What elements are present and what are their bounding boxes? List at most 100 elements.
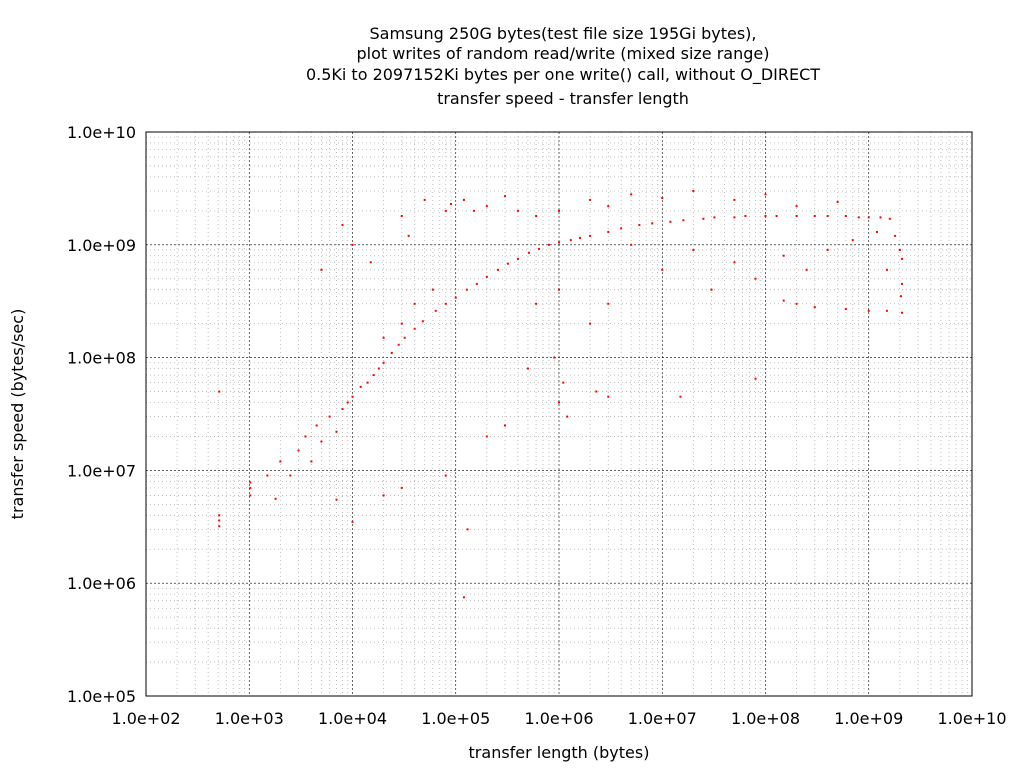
data-point: [274, 497, 277, 500]
data-point: [844, 307, 847, 310]
data-point: [218, 514, 221, 517]
data-point: [894, 234, 897, 237]
data-point: [400, 486, 403, 489]
data-point: [444, 302, 447, 305]
x-tick-label: 1.0e+04: [318, 709, 387, 728]
data-point: [535, 215, 538, 218]
data-point: [516, 257, 519, 260]
data-point: [315, 424, 318, 427]
data-point: [485, 275, 488, 278]
data-point: [320, 440, 323, 443]
data-point: [813, 306, 816, 309]
data-point: [638, 223, 641, 226]
data-point: [558, 401, 560, 404]
data-point: [335, 430, 338, 433]
data-point: [566, 415, 569, 418]
x-tick-labels: 1.0e+02 1.0e+03 1.0e+04 1.0e+05 1.0e+06 1.0e+…: [111, 709, 1006, 728]
title-line-1: Samsung 250G bytes(test file size 195Gi …: [370, 24, 757, 43]
data-point: [310, 460, 313, 463]
data-point: [249, 486, 252, 489]
chart-title: Samsung 250G bytes(test file size 195Gi …: [306, 24, 820, 108]
data-point: [218, 525, 221, 528]
data-point: [407, 234, 410, 237]
data-point: [413, 302, 416, 305]
data-point: [775, 215, 778, 218]
plot-frame: [145, 131, 973, 697]
data-point: [620, 227, 623, 230]
data-point: [826, 248, 829, 251]
data-point: [366, 381, 369, 384]
data-point: [526, 367, 529, 370]
data-point: [328, 415, 331, 418]
data-point: [400, 215, 403, 218]
data-point: [413, 327, 416, 330]
data-point: [692, 189, 695, 192]
data-point: [733, 216, 736, 219]
data-point: [651, 222, 654, 225]
data-point: [782, 254, 785, 257]
data-point: [249, 481, 252, 484]
data-point: [504, 424, 507, 427]
data-point: [899, 295, 902, 298]
data-point: [901, 282, 904, 285]
data-point: [472, 209, 475, 212]
data-point: [249, 494, 252, 497]
data-point: [589, 234, 592, 237]
data-point: [465, 288, 468, 291]
data-point: [679, 395, 682, 398]
data-point: [444, 474, 447, 477]
y-tick-label: 1.0e+10: [67, 123, 136, 142]
data-point: [421, 320, 424, 323]
title-line-3: 0.5Ki to 2097152Ki bytes per one write()…: [306, 65, 820, 85]
title-line-2: plot writes of random read/write (mixed …: [357, 44, 770, 63]
y-tick-label: 1.0e+06: [67, 574, 136, 593]
data-point: [382, 336, 385, 339]
data-point: [279, 460, 282, 463]
data-point: [462, 596, 465, 599]
data-point: [369, 261, 372, 264]
data-point: [403, 336, 406, 339]
data-point: [875, 230, 878, 233]
data-point: [450, 202, 453, 205]
x-tick-label: 1.0e+09: [834, 709, 903, 728]
major-grid: [146, 132, 972, 696]
data-point: [682, 219, 685, 222]
x-tick-label: 1.0e+06: [524, 709, 593, 728]
y-axis-label: transfer speed (bytes/sec): [8, 309, 27, 520]
data-point: [304, 435, 307, 438]
data-point: [607, 230, 610, 233]
data-point: [569, 239, 572, 242]
data-point: [377, 367, 380, 370]
data-point: [558, 209, 560, 212]
data-point: [795, 215, 798, 218]
data-point: [558, 241, 560, 244]
x-axis-label: transfer length (bytes): [469, 743, 650, 762]
data-point: [867, 216, 870, 219]
data-point: [266, 474, 269, 477]
data-point: [885, 309, 888, 312]
data-point: [516, 209, 519, 212]
x-tick-label: 1.0e+03: [215, 709, 284, 728]
data-point: [607, 205, 610, 208]
data-point: [346, 401, 349, 404]
y-tick-label: 1.0e+07: [67, 461, 136, 480]
y-tick-label: 1.0e+09: [67, 236, 136, 255]
data-point: [382, 494, 385, 497]
x-tick-label: 1.0e+08: [731, 709, 800, 728]
data-point: [335, 498, 338, 501]
data-point: [341, 223, 344, 226]
x-tick-label: 1.0e+05: [421, 709, 490, 728]
data-point: [901, 311, 904, 314]
x-tick-label: 1.0e+10: [937, 709, 1006, 728]
data-point: [754, 377, 757, 380]
data-point: [537, 247, 540, 250]
data-point: [297, 449, 300, 452]
data-point: [754, 277, 757, 280]
data-point: [431, 288, 434, 291]
data-point: [713, 216, 716, 219]
data-points: [218, 189, 904, 599]
data-point: [733, 198, 736, 201]
data-point: [630, 243, 633, 246]
data-point: [579, 236, 582, 239]
